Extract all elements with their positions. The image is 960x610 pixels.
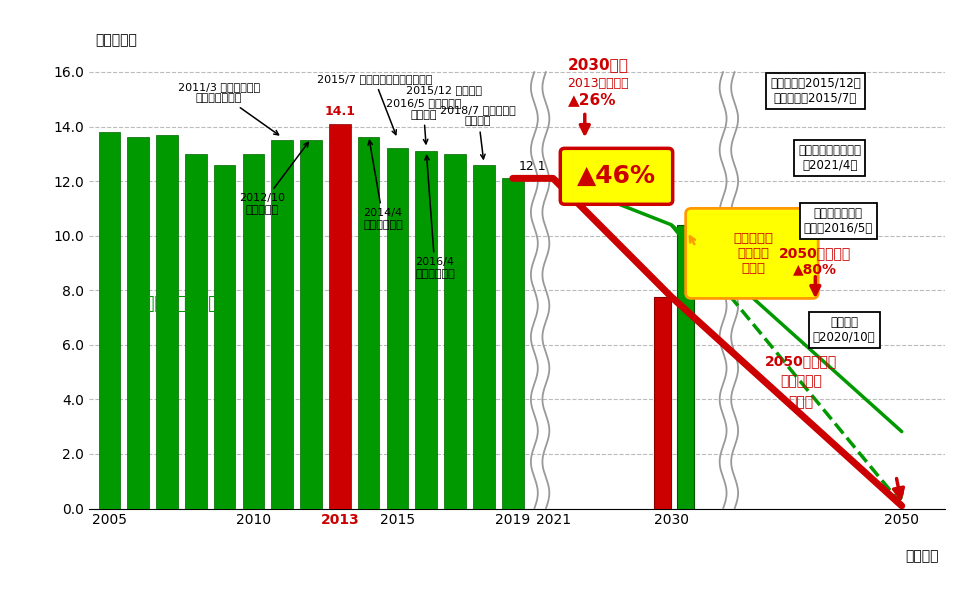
Bar bbox=[444, 154, 466, 509]
Text: 2013年度対比: 2013年度対比 bbox=[567, 77, 629, 90]
Text: パリ協定（2015/12）
約束草案（2015/7）: パリ協定（2015/12） 約束草案（2015/7） bbox=[770, 77, 861, 105]
FancyBboxPatch shape bbox=[561, 148, 673, 204]
Text: （億トン）: （億トン） bbox=[95, 34, 136, 48]
Text: （年度）: （年度） bbox=[905, 550, 939, 564]
Bar bbox=[416, 151, 437, 509]
Text: 総理所信
（2020/10）: 総理所信 （2020/10） bbox=[813, 316, 876, 344]
Text: 地球温暖化対策
計画（2016/5）: 地球温暖化対策 計画（2016/5） bbox=[804, 207, 873, 235]
Text: 2014/4
温対税引上げ: 2014/4 温対税引上げ bbox=[363, 140, 403, 230]
Text: ▲46%: ▲46% bbox=[577, 163, 656, 188]
Text: 2050年までに
▲80%: 2050年までに ▲80% bbox=[780, 246, 852, 277]
Text: 気候サミットで宣言
（2021/4）: 気候サミットで宣言 （2021/4） bbox=[798, 144, 861, 172]
Bar bbox=[358, 137, 379, 509]
Bar bbox=[329, 124, 350, 509]
Bar bbox=[473, 165, 494, 509]
FancyBboxPatch shape bbox=[685, 209, 818, 298]
Text: 10.4: 10.4 bbox=[687, 207, 715, 221]
Text: 2015/7 エネルギーミックス公表: 2015/7 エネルギーミックス公表 bbox=[317, 74, 432, 135]
Bar bbox=[128, 137, 149, 509]
Text: を実現: を実現 bbox=[788, 395, 813, 409]
Text: 2012/10
温対税導入: 2012/10 温対税導入 bbox=[239, 142, 308, 215]
Bar bbox=[156, 135, 178, 509]
Bar bbox=[214, 165, 235, 509]
Bar bbox=[654, 297, 671, 509]
Text: 14.1: 14.1 bbox=[324, 106, 355, 118]
Text: 脲炭素社会: 脲炭素社会 bbox=[780, 375, 822, 389]
Text: 2011/3 東日本大震災
・福島原発事故: 2011/3 東日本大震災 ・福島原発事故 bbox=[178, 82, 278, 135]
Text: ▲26%: ▲26% bbox=[567, 92, 616, 107]
Bar bbox=[99, 132, 120, 509]
Bar bbox=[185, 154, 206, 509]
Bar bbox=[677, 224, 694, 509]
Text: 2015/12 パリ協定: 2015/12 パリ協定 bbox=[406, 85, 482, 95]
Text: 2050年までに: 2050年までに bbox=[765, 354, 837, 368]
Text: 2016/5 地球温暖化
対策計画: 2016/5 地球温暖化 対策計画 bbox=[386, 98, 461, 144]
Text: 2030年度: 2030年度 bbox=[567, 57, 629, 72]
Text: 2018/7 エネルギー
基本計画: 2018/7 エネルギー 基本計画 bbox=[441, 105, 516, 159]
Text: 2016/4
温対税引上げ: 2016/4 温対税引上げ bbox=[415, 156, 455, 279]
Text: 従来目標を
７割以上
引上げ: 従来目標を ７割以上 引上げ bbox=[733, 232, 774, 275]
Bar bbox=[243, 154, 264, 509]
Bar bbox=[300, 140, 322, 509]
Text: 温室効果ガス排出量: 温室効果ガス排出量 bbox=[133, 295, 229, 313]
Bar bbox=[272, 140, 293, 509]
Bar bbox=[502, 178, 523, 509]
Text: 12.1: 12.1 bbox=[518, 160, 546, 173]
Bar bbox=[387, 148, 408, 509]
